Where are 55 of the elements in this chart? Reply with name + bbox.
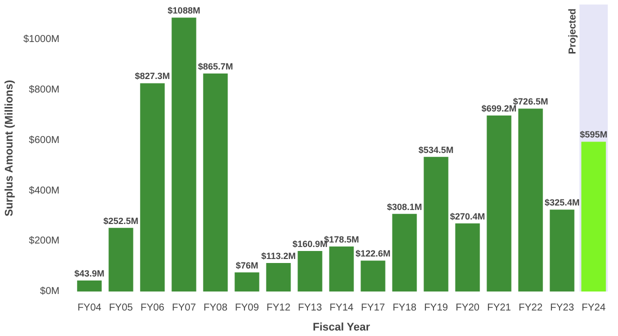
data-label: $534.5M (418, 144, 454, 155)
bar (518, 108, 543, 292)
x-tick-label: FY07 (172, 302, 196, 314)
data-label: $76M (236, 260, 258, 270)
x-tick-label: FY19 (424, 302, 448, 314)
data-label: $43.9M (74, 268, 104, 278)
data-label: $595M (580, 130, 608, 140)
data-label: $252.5M (103, 216, 138, 226)
data-label: $122.6M (356, 248, 391, 259)
data-label: $1088M (168, 6, 200, 16)
bar (329, 246, 354, 292)
y-tick-label: $400M (28, 185, 60, 196)
y-tick-label: $0M (40, 286, 60, 297)
band-label: Projected (567, 8, 578, 54)
x-tick-label: FY20 (456, 302, 480, 314)
x-tick-label: FY05 (108, 302, 134, 314)
x-axis-title: Fiscal Year (312, 322, 371, 334)
x-tick-label: FY17 (361, 302, 386, 314)
data-label: $308.1M (387, 202, 422, 212)
x-tick-label: FY22 (518, 302, 543, 314)
y-tick-label: $600M (28, 134, 60, 146)
bar (266, 263, 291, 292)
data-label: $113.2M (261, 251, 296, 261)
bar (424, 156, 448, 292)
data-label: $270.4M (450, 211, 486, 222)
x-tick-label: FY06 (140, 302, 165, 314)
x-tick-label: FY14 (330, 302, 354, 314)
bar (203, 74, 228, 292)
x-tick-label: FY08 (204, 302, 228, 314)
x-tick-label: FY09 (235, 302, 260, 314)
y-tick-label: $800M (28, 84, 60, 96)
bar (298, 250, 322, 292)
bar (77, 280, 102, 292)
x-tick-label: FY04 (77, 302, 102, 314)
bar (360, 260, 386, 292)
x-tick-label: FY24 (582, 302, 606, 314)
bar (234, 272, 260, 292)
bar (455, 223, 480, 292)
data-label: $325.4M (544, 198, 580, 208)
x-tick-label: FY13 (298, 302, 322, 314)
bar (140, 83, 165, 292)
x-tick-label: FY18 (392, 302, 417, 314)
data-label: $865.7M (198, 62, 233, 72)
data-label: $827.3M (134, 71, 170, 82)
bar (108, 228, 134, 292)
x-tick-label: FY23 (550, 302, 574, 314)
y-axis-title: Surplus Amount (Millions) (3, 80, 16, 216)
x-tick-label: FY21 (487, 302, 512, 314)
y-tick-label: $200M (28, 236, 60, 247)
x-tick-label: FY12 (266, 302, 291, 314)
y-tick-label: $1000M (23, 34, 60, 46)
bar (550, 210, 574, 292)
bar (392, 214, 417, 292)
bar (486, 115, 512, 292)
bar (172, 18, 196, 292)
